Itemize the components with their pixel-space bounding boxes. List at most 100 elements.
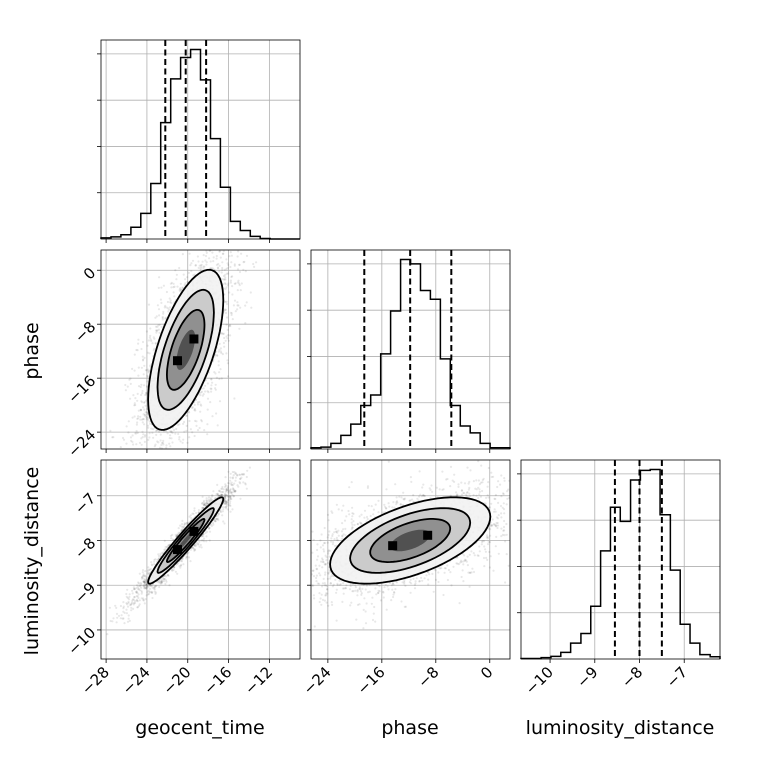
sample-point — [161, 318, 164, 321]
sample-point — [137, 342, 140, 345]
sample-point — [171, 569, 174, 572]
sample-point — [234, 310, 237, 313]
sample-point — [179, 440, 182, 443]
sample-point — [223, 500, 226, 503]
sample-point — [137, 409, 140, 412]
sample-point — [236, 474, 239, 477]
sample-point — [200, 420, 203, 423]
sample-point — [146, 384, 149, 388]
sample-point — [131, 592, 134, 595]
sample-point — [178, 436, 181, 439]
sample-point — [201, 390, 204, 393]
sample-point — [218, 270, 221, 273]
sample-point — [229, 311, 232, 314]
sample-point — [216, 354, 219, 357]
sample-point — [240, 473, 244, 476]
sample-point — [224, 283, 227, 286]
sample-point — [142, 577, 145, 580]
sample-point — [131, 416, 134, 419]
sample-point — [135, 429, 138, 433]
sample-point — [119, 446, 122, 449]
sample-point — [217, 513, 220, 516]
sample-point — [238, 284, 241, 287]
sample-point — [143, 585, 146, 588]
sample-point — [152, 336, 155, 339]
sample-point — [199, 543, 202, 547]
sample-point — [166, 300, 169, 304]
sample-point — [162, 443, 165, 446]
sample-point — [175, 278, 178, 281]
sample-point — [193, 273, 196, 276]
sample-point — [219, 256, 222, 259]
sample-point — [147, 303, 151, 306]
sample-point — [127, 617, 130, 620]
sample-point — [181, 441, 184, 444]
sample-point — [146, 385, 149, 389]
sample-point — [202, 506, 205, 509]
sample-point — [127, 614, 130, 617]
sample-point — [220, 377, 223, 380]
sample-point — [219, 350, 222, 353]
sample-point — [139, 385, 142, 389]
sample-point — [170, 431, 173, 434]
sample-point — [130, 606, 133, 610]
hist-panel-geocent-time — [97, 39, 301, 243]
sample-point — [207, 500, 210, 503]
sample-point — [175, 427, 178, 431]
sample-point — [141, 389, 144, 393]
sample-point — [140, 418, 144, 421]
panel-luminosity-distance-vs-geocent-time: −10−9−8−7−28 −24 −20 −16 −12 — [64, 459, 301, 698]
sample-point — [200, 546, 203, 549]
sample-point — [179, 524, 182, 527]
sample-point — [144, 434, 147, 437]
sample-point — [184, 282, 187, 285]
sample-point — [215, 412, 218, 415]
sample-point — [220, 494, 223, 497]
sample-point — [153, 590, 156, 593]
panel-frame — [310, 249, 511, 450]
sample-point — [223, 502, 226, 505]
sample-point — [215, 263, 218, 266]
sample-point — [165, 446, 168, 449]
sample-point — [231, 275, 234, 278]
sample-point — [201, 260, 204, 263]
sample-point — [202, 535, 205, 538]
sample-point — [239, 497, 242, 500]
sample-point — [196, 403, 200, 406]
sample-point — [220, 510, 223, 514]
sample-point — [174, 269, 177, 272]
sample-point — [141, 359, 145, 362]
sample-point — [164, 545, 167, 549]
sample-point — [244, 483, 247, 486]
sample-point — [226, 337, 229, 340]
sample-point — [217, 267, 220, 270]
sample-point — [210, 267, 213, 270]
sample-point — [145, 576, 148, 579]
sample-point — [153, 560, 156, 563]
sample-point — [212, 256, 215, 259]
sample-point — [145, 580, 148, 583]
sample-point — [142, 406, 145, 409]
sample-point — [142, 417, 145, 421]
sample-point — [220, 487, 223, 490]
sample-point — [222, 249, 225, 253]
sample-point — [138, 441, 142, 444]
sample-point — [154, 341, 157, 345]
sample-point — [165, 290, 168, 294]
sample-point — [233, 263, 236, 266]
sample-point — [153, 347, 156, 350]
sample-point — [154, 443, 157, 446]
sample-point — [195, 511, 198, 515]
sample-point — [141, 571, 144, 574]
sample-point — [168, 297, 171, 300]
sample-point — [139, 585, 142, 588]
sample-point — [244, 482, 247, 485]
sample-point — [210, 390, 213, 393]
sample-point — [130, 439, 133, 442]
sample-point — [216, 354, 219, 357]
sample-point — [149, 422, 152, 425]
sample-point — [144, 598, 147, 601]
sample-point — [143, 400, 146, 404]
y-tick-label: −16 — [64, 372, 99, 407]
sample-point — [178, 423, 181, 426]
